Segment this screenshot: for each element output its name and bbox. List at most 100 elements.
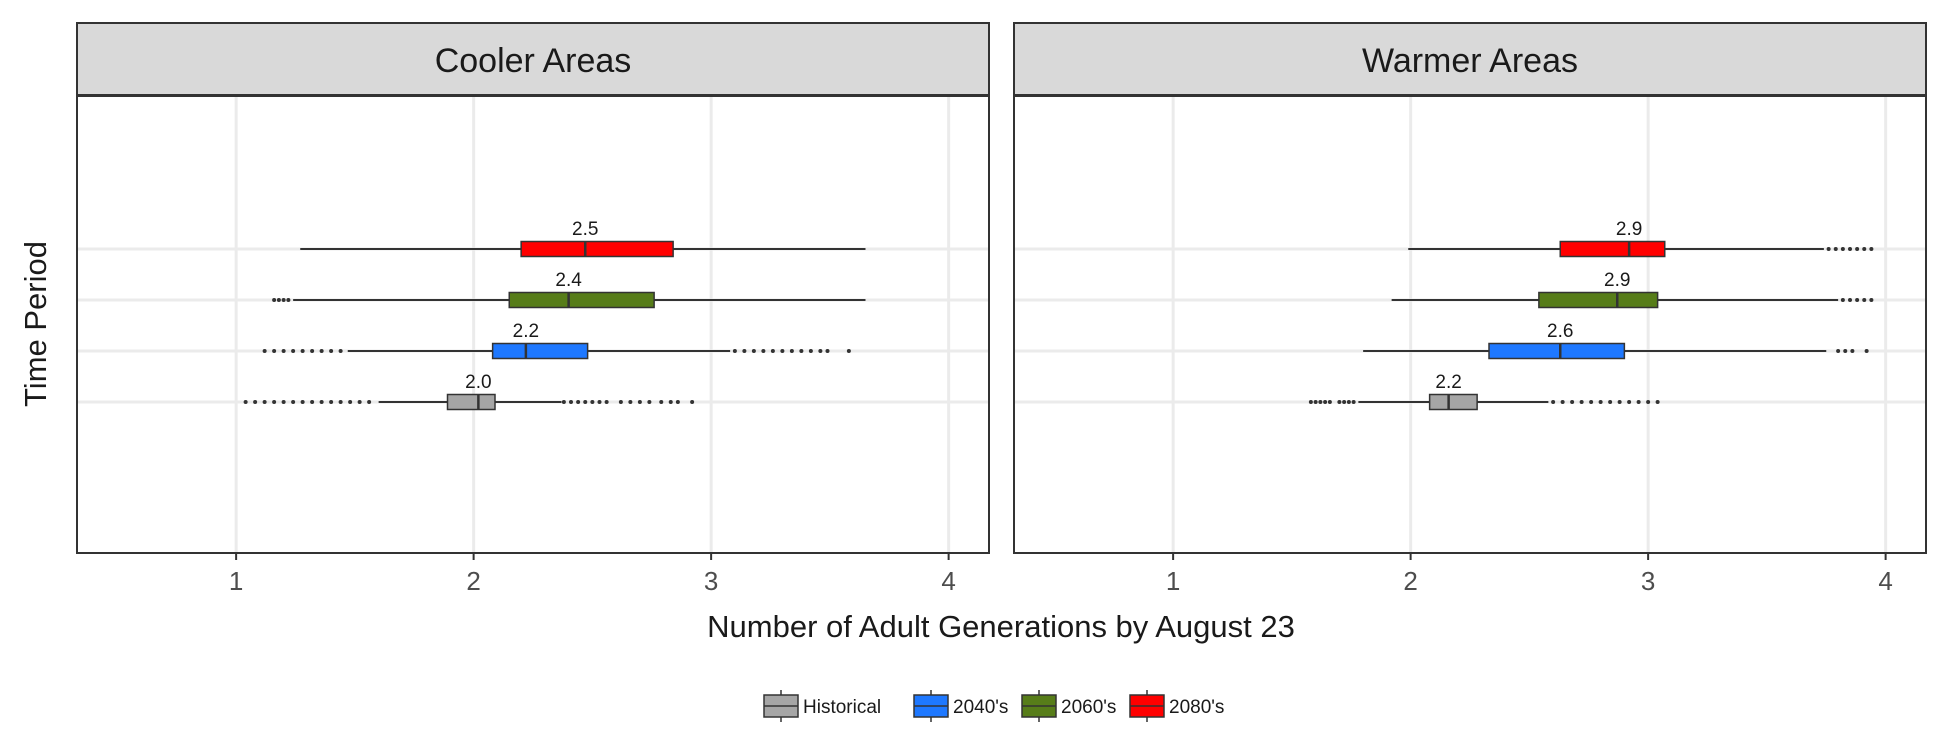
x-tick-label: 1 xyxy=(1166,566,1180,596)
outlier-point xyxy=(742,349,747,353)
outlier-point xyxy=(1655,400,1660,404)
legend-label: 2060's xyxy=(1061,697,1116,718)
outlier-point xyxy=(604,400,609,404)
outlier-point xyxy=(1869,247,1874,251)
outlier-point xyxy=(329,349,334,353)
iqr-box xyxy=(1559,240,1666,258)
outlier-point xyxy=(1627,400,1632,404)
outlier-point xyxy=(1855,298,1860,302)
outlier-point xyxy=(590,400,595,404)
iqr-box xyxy=(446,393,496,411)
outlier-point xyxy=(780,349,785,353)
outlier-point xyxy=(675,400,680,404)
outlier-point xyxy=(1579,400,1584,404)
boxplot-historical: 2.0 xyxy=(243,372,695,411)
outlier-point xyxy=(1862,298,1867,302)
legend-label: Historical xyxy=(803,697,881,718)
outlier-point xyxy=(576,400,581,404)
outlier-point xyxy=(808,349,813,353)
x-axis-ticks: 1 2 3 4 xyxy=(229,553,956,596)
outlier-point xyxy=(1617,400,1622,404)
outlier-point xyxy=(1855,247,1860,251)
outlier-point xyxy=(1351,400,1356,404)
outlier-point xyxy=(286,298,291,302)
outlier-point xyxy=(1836,349,1841,353)
outlier-point xyxy=(789,349,794,353)
outlier-point xyxy=(818,349,823,353)
outlier-point xyxy=(637,400,642,404)
legend-item-historical: Historical xyxy=(763,690,881,722)
panel-strip-cooler: Cooler Areas xyxy=(76,22,990,96)
outlier-point xyxy=(281,298,286,302)
median-label: 2.2 xyxy=(1435,372,1461,393)
outlier-point xyxy=(1551,400,1556,404)
iqr-box xyxy=(520,240,674,258)
outlier-point xyxy=(659,400,664,404)
outlier-point xyxy=(1833,247,1838,251)
outlier-point xyxy=(243,400,248,404)
outlier-point xyxy=(281,349,286,353)
legend-label: 2040's xyxy=(953,697,1008,718)
boxplot-group: 2.0 2.2 2.4 2.5 xyxy=(243,219,866,411)
outlier-point xyxy=(751,349,756,353)
boxplot-group: 2.2 2.6 2.9 2.9 xyxy=(1308,219,1874,411)
outlier-point xyxy=(647,400,652,404)
outlier-point xyxy=(338,349,343,353)
legend: Historical 2040's 2060's 2080's xyxy=(763,690,1224,722)
x-tick-label: 1 xyxy=(229,566,243,596)
outlier-point xyxy=(1840,247,1845,251)
outlier-point xyxy=(300,349,305,353)
boxplot-2060-s: 2.4 xyxy=(272,270,866,309)
iqr-box xyxy=(491,342,589,360)
outlier-point xyxy=(276,298,281,302)
outlier-point xyxy=(291,400,296,404)
outlier-point xyxy=(668,400,673,404)
outlier-point xyxy=(319,400,324,404)
legend-item-2080-s: 2080's xyxy=(1129,690,1224,722)
panel-warmer-areas: 2.2 2.6 2.9 2.9 1 2 3 4 xyxy=(1013,95,1927,596)
x-tick-label: 2 xyxy=(1403,566,1417,596)
y-axis-title: Time Period xyxy=(18,241,53,407)
iqr-box xyxy=(508,291,655,309)
outlier-point xyxy=(1560,400,1565,404)
outlier-point xyxy=(338,400,343,404)
panel-title-warmer: Warmer Areas xyxy=(1362,42,1578,80)
outlier-point xyxy=(1342,400,1347,404)
outlier-point xyxy=(597,400,602,404)
outlier-point xyxy=(329,400,334,404)
outlier-point xyxy=(1848,247,1852,251)
outlier-point xyxy=(281,400,286,404)
panel-cooler-areas: 2.0 2.2 2.4 2.5 1 2 3 4 xyxy=(76,95,990,596)
outlier-point xyxy=(1850,349,1855,353)
legend-item-2040-s: 2040's xyxy=(913,690,1008,722)
boxplot-2080-s: 2.9 xyxy=(1408,219,1874,258)
outlier-point xyxy=(1636,400,1641,404)
median-label: 2.9 xyxy=(1616,219,1642,240)
outlier-point xyxy=(262,400,267,404)
outlier-point xyxy=(569,400,573,404)
median-label: 2.5 xyxy=(572,219,598,240)
median-label: 2.4 xyxy=(555,270,582,291)
iqr-box xyxy=(1538,291,1659,309)
outlier-point xyxy=(1869,298,1874,302)
x-tick-label: 3 xyxy=(1641,566,1655,596)
median-label: 2.9 xyxy=(1604,270,1630,291)
outlier-point xyxy=(1313,400,1318,404)
outlier-point xyxy=(291,349,296,353)
outlier-point xyxy=(1346,400,1351,404)
boxplot-historical: 2.2 xyxy=(1308,372,1660,411)
outlier-point xyxy=(732,349,737,353)
outlier-point xyxy=(1840,298,1845,302)
outlier-point xyxy=(618,400,623,404)
panel-border xyxy=(76,95,990,554)
outlier-point xyxy=(1864,349,1869,353)
outlier-point xyxy=(300,400,305,404)
legend-label: 2080's xyxy=(1169,697,1224,718)
outlier-point xyxy=(1589,400,1594,404)
outlier-point xyxy=(761,349,766,353)
outlier-point xyxy=(1608,400,1613,404)
outlier-point xyxy=(1323,400,1328,404)
x-tick-label: 2 xyxy=(466,566,480,596)
outlier-point xyxy=(1862,247,1867,251)
outlier-point xyxy=(272,349,277,353)
